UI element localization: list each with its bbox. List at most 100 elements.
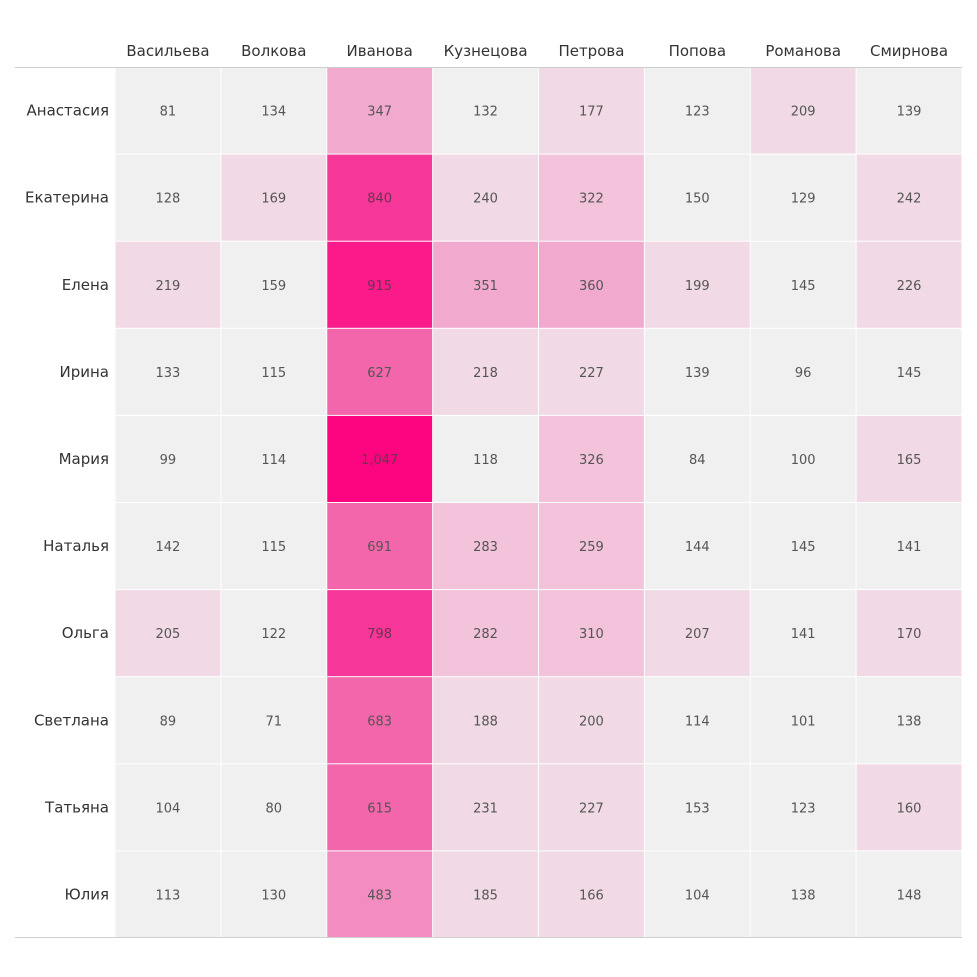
cell-value-label: 139 (685, 366, 710, 381)
heatmap-cell (750, 154, 856, 241)
heatmap-cell (539, 415, 644, 502)
cell-value-label: 130 (261, 888, 286, 903)
cell-value-label: 207 (685, 627, 710, 642)
column-label: Попова (669, 42, 726, 60)
row-label: Светлана (34, 711, 109, 729)
heatmap-cell (433, 677, 538, 764)
heatmap-cell (856, 677, 962, 764)
heatmap-cell (539, 67, 644, 154)
column-label: Петрова (558, 42, 624, 60)
heatmap-cell (327, 503, 433, 590)
heatmap-cell (221, 851, 327, 938)
cell-value-label: 160 (897, 801, 922, 816)
cell-value-label: 115 (261, 366, 286, 381)
heatmap-cell (115, 67, 221, 154)
row-labels: Анастасия Екатерина Елена Ирина Мария Наталья… (25, 102, 109, 904)
heatmap-cell (856, 590, 962, 677)
heatmap-cell (644, 67, 750, 154)
heatmap-cell (327, 67, 433, 154)
cell-value-label: 165 (897, 453, 922, 468)
cell-value-label: 691 (367, 540, 392, 555)
cell-value-label: 240 (473, 192, 498, 207)
cell-value-label: 84 (689, 453, 706, 468)
heatmap-cell (433, 503, 538, 590)
row-label: Мария (59, 450, 109, 468)
heatmap-cell (221, 67, 327, 154)
heatmap-cell (750, 590, 856, 677)
cell-value-label: 483 (367, 888, 392, 903)
heatmap-cell (856, 241, 962, 328)
cell-value-label: 169 (261, 192, 286, 207)
heatmap-cell (539, 503, 644, 590)
heatmap-cell (750, 328, 856, 415)
heatmap-cell (327, 415, 433, 502)
cell-value-label: 227 (579, 366, 604, 381)
cell-value-label: 218 (473, 366, 498, 381)
heatmap-cell (433, 154, 538, 241)
cell-value-label: 242 (897, 192, 922, 207)
heatmap-cell (327, 764, 433, 851)
cell-value-label: 142 (156, 540, 181, 555)
heatmap-cell (644, 764, 750, 851)
heatmap-cell (539, 677, 644, 764)
cell-value-label: 200 (579, 714, 604, 729)
cell-value-label: 205 (156, 627, 181, 642)
heatmap-cell (539, 590, 644, 677)
column-label: Иванова (347, 42, 413, 60)
heatmap-cell (644, 677, 750, 764)
cell-value-label: 114 (685, 714, 710, 729)
cell-value-label: 145 (897, 366, 922, 381)
cell-value-label: 209 (791, 105, 816, 120)
cell-value-label: 219 (156, 279, 181, 294)
heatmap-cell (750, 415, 856, 502)
cell-value-label: 150 (685, 192, 710, 207)
cell-value-label: 71 (266, 714, 283, 729)
cell-value-label: 915 (367, 279, 392, 294)
heatmap-cell (115, 677, 221, 764)
column-label: Романова (765, 42, 841, 60)
cell-value-label: 128 (156, 192, 181, 207)
heatmap-cell (856, 328, 962, 415)
cell-value-label: 96 (795, 366, 812, 381)
cell-value-label: 627 (367, 366, 392, 381)
heatmap-cell (644, 590, 750, 677)
cell-value-label: 89 (160, 714, 177, 729)
cell-value-label: 101 (791, 714, 816, 729)
cell-value-label: 322 (579, 192, 604, 207)
row-label: Анастасия (27, 102, 109, 120)
heatmap-cells: 81 134 347 132 177 123 209 139 128 169 840 240 322 15… (115, 67, 962, 938)
cell-value-label: 798 (367, 627, 392, 642)
cell-value-label: 100 (791, 453, 816, 468)
heatmap-cell (539, 328, 644, 415)
heatmap-cell (115, 328, 221, 415)
heatmap-cell (433, 328, 538, 415)
cell-value-label: 259 (579, 540, 604, 555)
cell-value-label: 145 (791, 279, 816, 294)
heatmap-cell (644, 851, 750, 938)
heatmap-cell (750, 851, 856, 938)
heatmap-cell (644, 154, 750, 241)
cell-value-label: 185 (473, 888, 498, 903)
cell-value-label: 123 (791, 801, 816, 816)
cell-value-label: 840 (367, 192, 392, 207)
row-label: Наталья (43, 537, 109, 555)
heatmap-cell (433, 241, 538, 328)
heatmap-cell (115, 415, 221, 502)
heatmap-cell (327, 677, 433, 764)
heatmap-cell (115, 764, 221, 851)
cell-value-label: 118 (473, 453, 498, 468)
heatmap-cell (115, 503, 221, 590)
heatmap-cell (750, 677, 856, 764)
cell-value-label: 123 (685, 105, 710, 120)
cell-value-label: 153 (685, 801, 710, 816)
heatmap-cell (433, 67, 538, 154)
heatmap-cell (644, 415, 750, 502)
heatmap-cell (433, 851, 538, 938)
heatmap-cell (539, 241, 644, 328)
cell-value-label: 145 (791, 540, 816, 555)
cell-value-label: 138 (897, 714, 922, 729)
heatmap-cell (221, 503, 327, 590)
cell-value-label: 177 (579, 105, 604, 120)
column-label: Кузнецова (444, 42, 528, 60)
